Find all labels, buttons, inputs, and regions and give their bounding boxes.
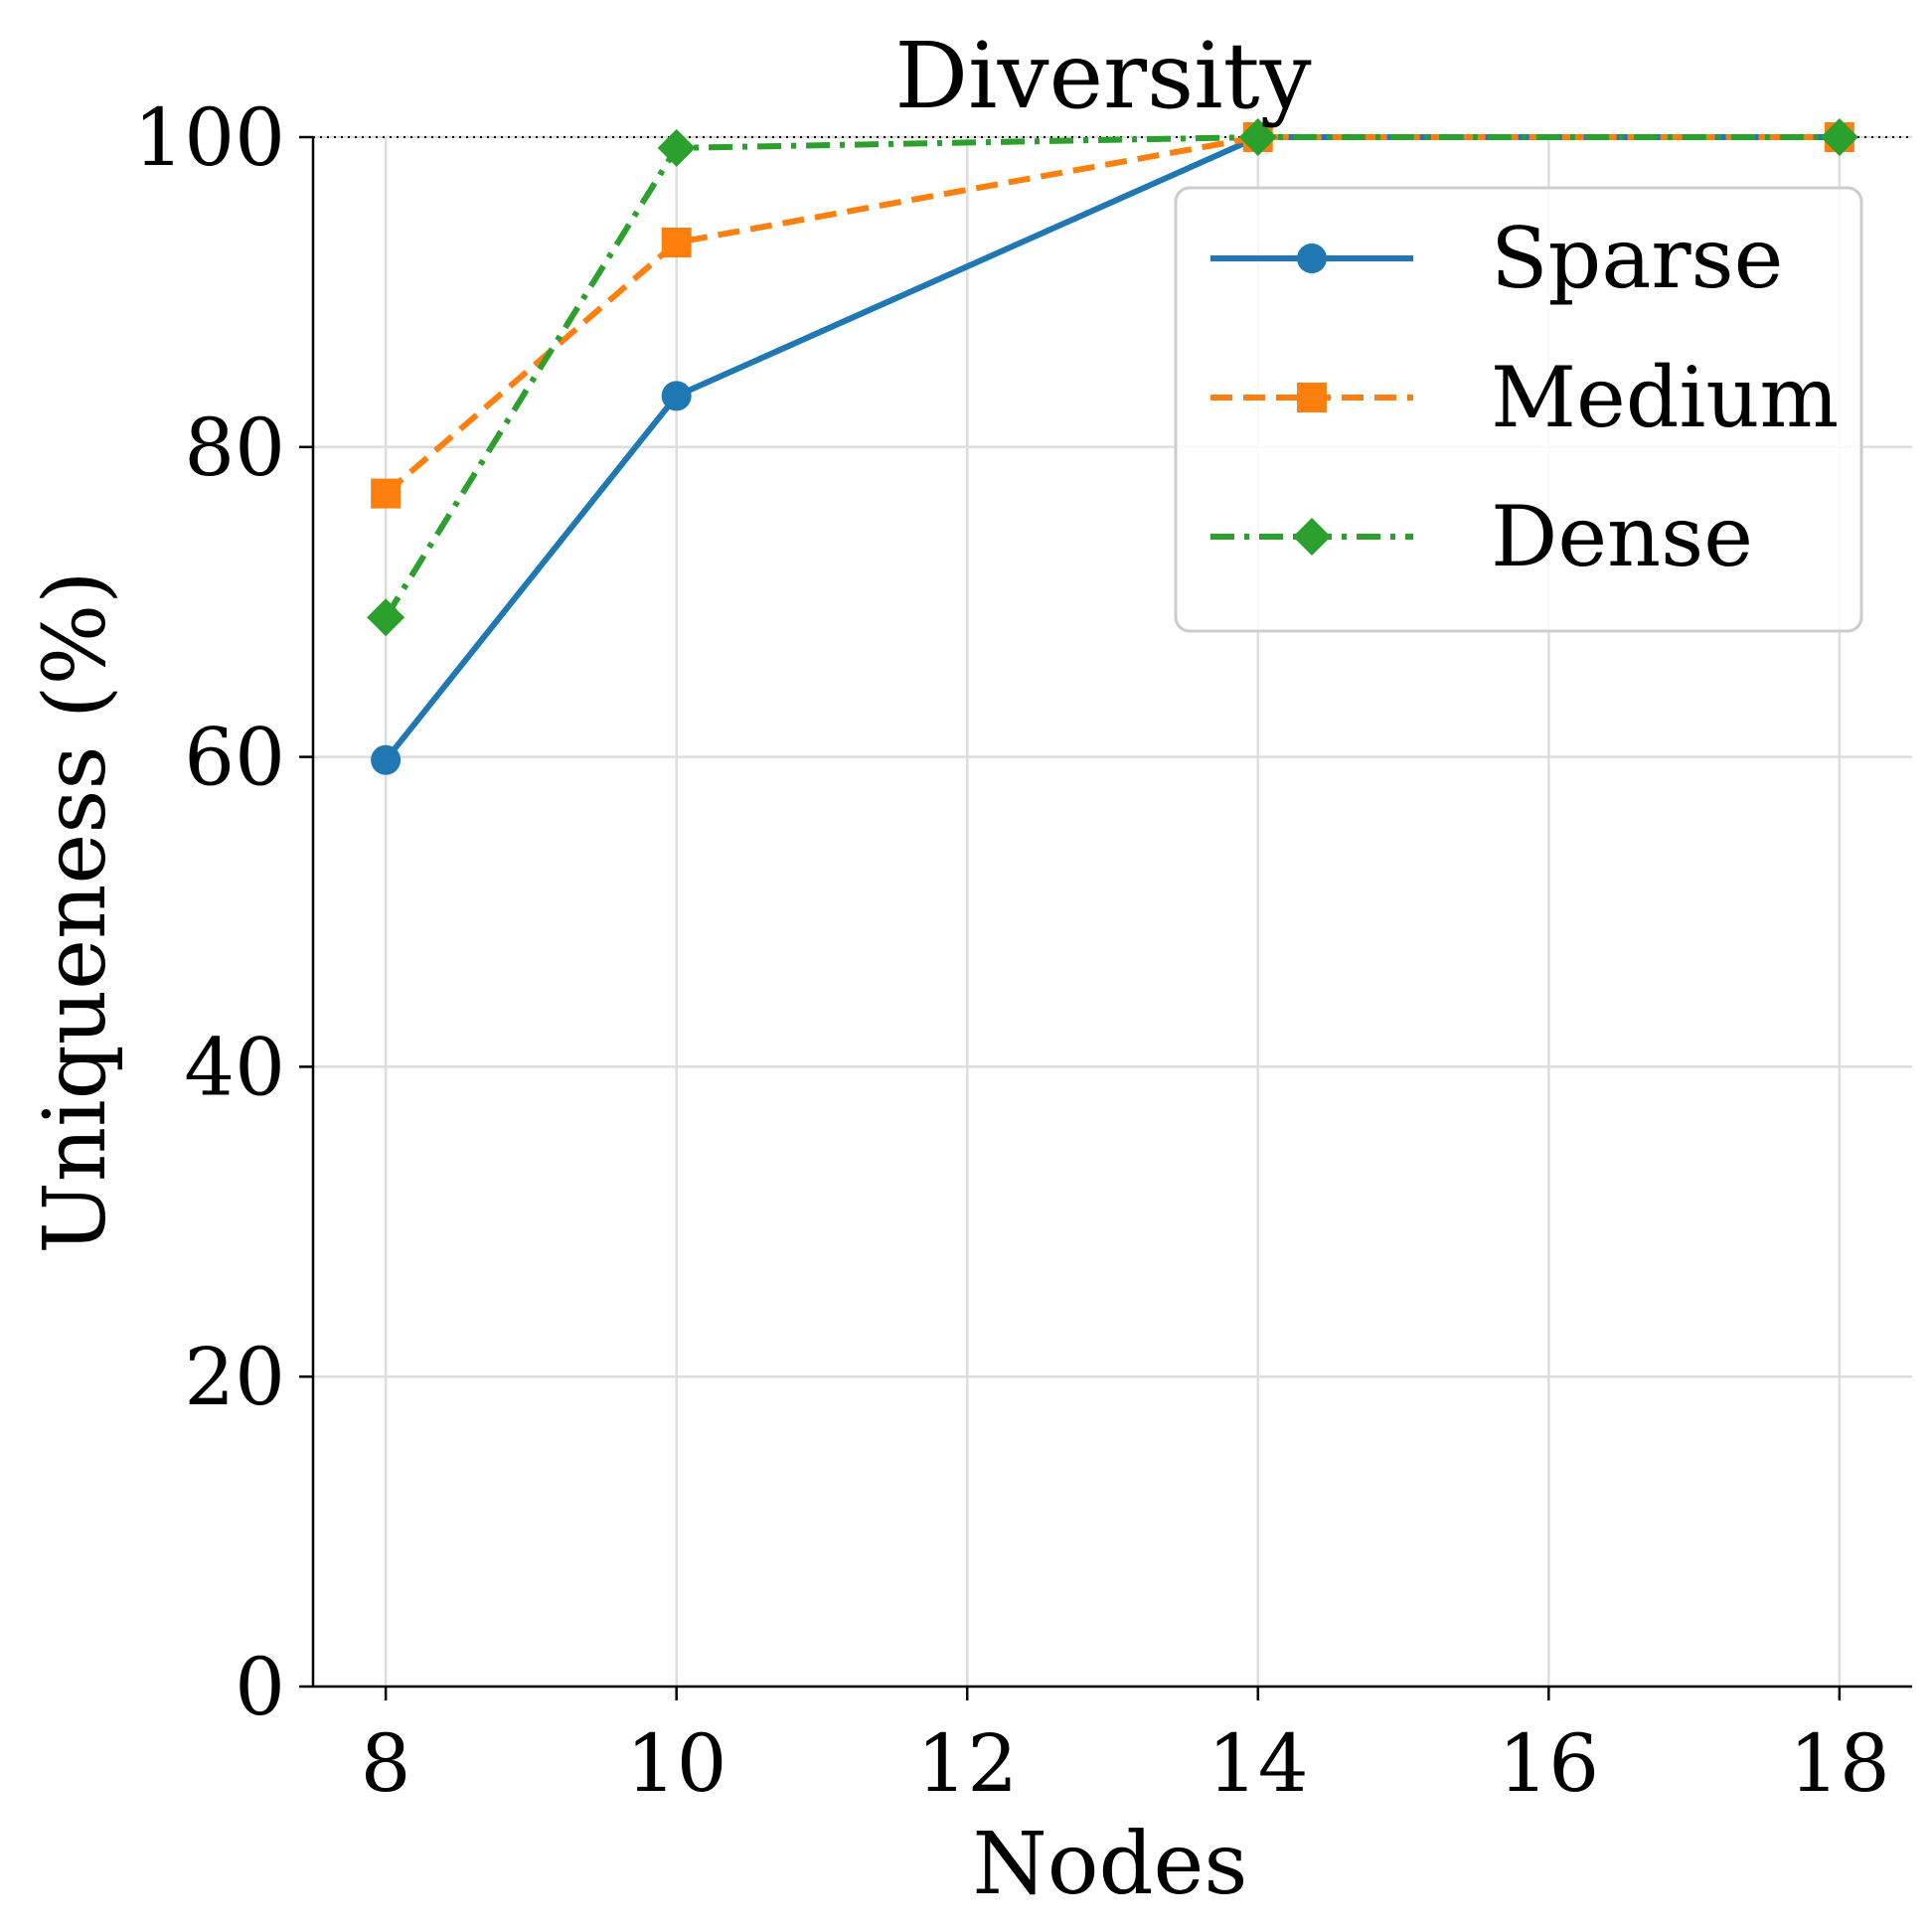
y-tick-label: 0: [235, 1641, 285, 1733]
data-point: [371, 478, 402, 509]
x-tick-label: 8: [361, 1717, 411, 1810]
data-point: [657, 128, 696, 167]
legend-item-dense: Dense: [1210, 488, 1753, 585]
legend-marker: [1293, 518, 1331, 556]
data-point: [1820, 118, 1858, 156]
x-axis-title: Nodes: [972, 1815, 1247, 1914]
y-tick-label: 80: [184, 402, 285, 494]
y-tick-label: 20: [184, 1331, 285, 1423]
data-point: [661, 228, 692, 258]
data-point: [661, 381, 692, 411]
x-tick-label: 12: [916, 1717, 1018, 1810]
axes: [299, 135, 1912, 1700]
x-tick-label: 16: [1498, 1717, 1599, 1810]
y-tick-label: 100: [133, 91, 285, 184]
series-line: [383, 134, 1840, 619]
legend-item-sparse: Sparse: [1210, 210, 1783, 307]
legend-label: Medium: [1491, 349, 1839, 446]
series-group: [367, 118, 1858, 775]
series-dense: [367, 118, 1858, 637]
legend-item-medium: Medium: [1210, 349, 1839, 446]
chart-title: Diversity: [894, 23, 1311, 129]
data-point: [1238, 118, 1277, 156]
legend: Sparse Medium Dense: [1174, 186, 1863, 633]
legend-marker: [1297, 243, 1327, 273]
legend-label: Sparse: [1491, 210, 1783, 307]
legend-label: Dense: [1491, 488, 1753, 585]
legend-box: [1174, 186, 1863, 633]
legend-marker: [1297, 383, 1327, 412]
data-point: [371, 744, 402, 775]
y-tick-label: 40: [184, 1021, 285, 1113]
data-point: [367, 598, 405, 637]
tick-labels: 8 10 12 14 16 18 0 20 40 60 80 100: [133, 91, 1889, 1810]
x-tick-label: 10: [626, 1717, 727, 1810]
x-tick-label: 18: [1789, 1717, 1890, 1810]
y-tick-label: 60: [184, 712, 285, 804]
y-axis-title: Uniqueness (%): [26, 570, 125, 1253]
x-tick-label: 14: [1208, 1717, 1309, 1810]
